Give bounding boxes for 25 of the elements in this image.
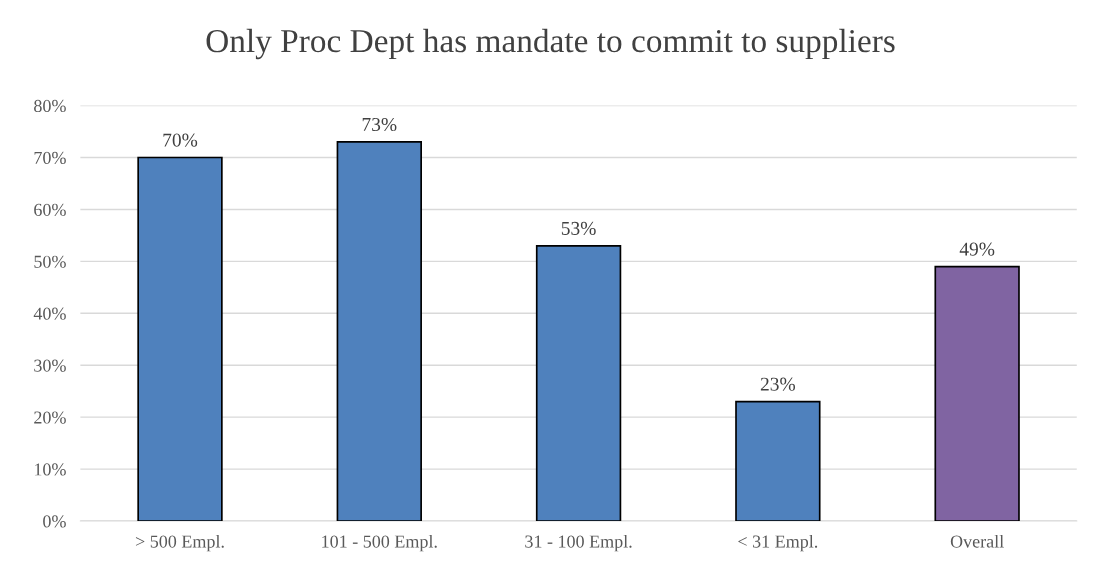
x-tick-label: 31 - 100 Empl. <box>525 534 632 552</box>
x-tick-label: 101 - 500 Empl. <box>322 534 437 552</box>
y-tick-label: 10% <box>34 463 66 476</box>
y-tick-label: 30% <box>34 359 66 372</box>
bar <box>735 400 821 522</box>
x-tick-label: Overall <box>950 534 1004 548</box>
x-tick-label: > 500 Empl. <box>135 534 224 552</box>
y-tick-label: 60% <box>34 203 66 216</box>
bar <box>934 265 1020 522</box>
bar <box>137 156 223 522</box>
data-label: 53% <box>561 221 596 235</box>
data-label: 73% <box>362 117 397 132</box>
data-label: 23% <box>760 377 796 391</box>
bar <box>336 141 422 522</box>
y-tick-label: 40% <box>33 307 66 320</box>
bar <box>535 244 622 522</box>
y-tick-label: 50% <box>34 255 66 268</box>
data-label: 70% <box>163 133 198 147</box>
chart-title: Only Proc Dept has mandate to commit to suppliers <box>206 28 895 60</box>
y-tick-label: 80% <box>34 99 66 113</box>
y-tick-label: 0% <box>43 515 66 528</box>
data-label: 49% <box>959 242 995 256</box>
y-tick-label: 70% <box>34 151 66 165</box>
x-tick-label: < 31 Empl. <box>738 534 818 552</box>
y-tick-label: 20% <box>34 411 66 424</box>
